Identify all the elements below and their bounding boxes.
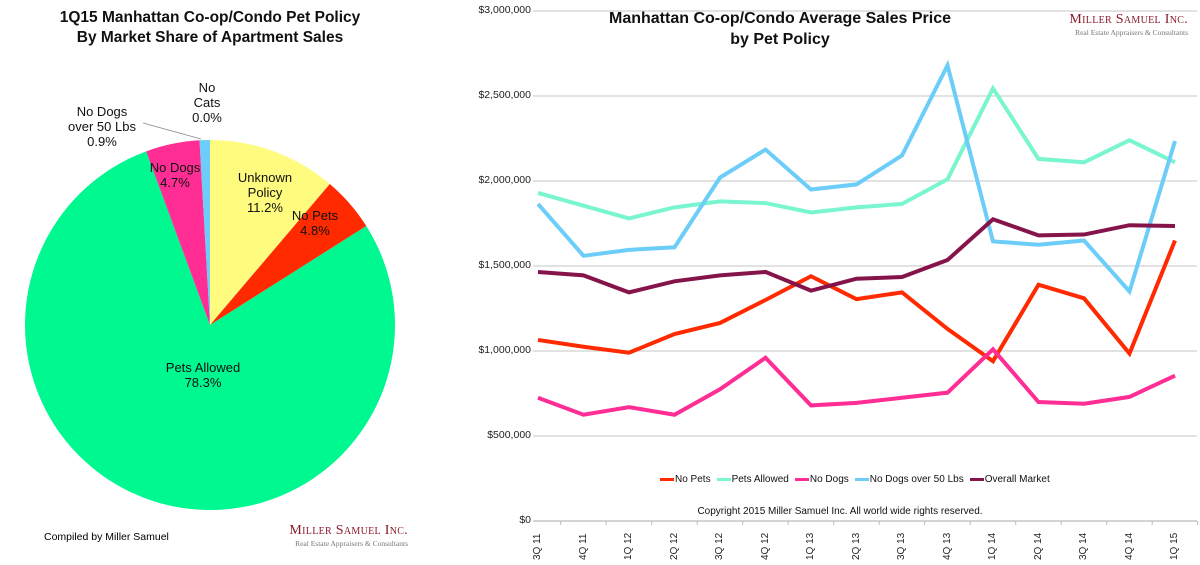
x-tick-label: 4Q 14	[1123, 532, 1135, 560]
legend-item: Pets Allowed	[716, 474, 789, 485]
x-tick-label: 3Q 13	[896, 532, 907, 560]
pie-value-label: 4.7%	[160, 175, 190, 190]
legend-label: Pets Allowed	[731, 474, 789, 485]
legend-item: No Dogs	[794, 474, 849, 485]
pie-label-line: No Dogs	[149, 160, 201, 175]
x-tick-label: 2Q 14	[1032, 532, 1044, 560]
x-tick-label: 4Q 11	[577, 533, 589, 561]
legend-swatch	[969, 477, 984, 481]
x-tick-label: 4Q 12	[759, 532, 771, 560]
y-tick-label: $2,000,000	[478, 174, 531, 186]
series-line-overall-market	[537, 216, 1176, 295]
x-tick-label: 2Q 13	[850, 532, 862, 560]
legend-label: No Dogs over 50 Lbs	[869, 474, 964, 485]
legend-label: No Dogs	[809, 474, 849, 485]
pie-slice-no-pets	[210, 184, 367, 325]
y-tick-label: $500,000	[487, 429, 531, 441]
series-line-no-dogs	[537, 346, 1176, 417]
x-tick-label: 1Q 12	[623, 532, 634, 560]
pie-label-line: No Pets	[291, 208, 339, 223]
legend-item: No Dogs over 50 Lbs	[854, 474, 964, 485]
pie-label-no-dogs: No Dogs 4.7%	[150, 160, 201, 190]
pie-chart	[25, 122, 396, 511]
legend-label: Overall Market	[984, 474, 1050, 485]
pie-chart-title: 1Q15 Manhattan Co-op/Condo Pet Policy By…	[20, 8, 400, 48]
pie-footnote: Compiled by Miller Samuel	[44, 531, 169, 543]
legend-item: No Pets	[660, 474, 711, 485]
line-chart-title: Manhattan Co-op/Condo Average Sales Pric…	[600, 8, 960, 50]
pie-label-no-dogs-over-50-lbs: No Dogs over 50 Lbs 0.9%	[68, 104, 136, 149]
x-tick-label: 2Q 12	[668, 532, 680, 560]
pie-label-line: No	[198, 80, 216, 95]
pie-slice-no-dogs	[146, 140, 210, 325]
leader-line	[142, 122, 202, 140]
pie-value-label: 4.8%	[300, 223, 330, 238]
legend-item: Overall Market	[969, 474, 1050, 485]
y-tick-label: $1,000,000	[478, 344, 531, 356]
logo-right: Miller Samuel Inc. Real Estate Appraisers…	[1069, 12, 1188, 37]
pie-label-line: Pets Allowed	[165, 360, 241, 375]
legend-swatch	[854, 477, 869, 481]
pie-label-line: No Dogs	[76, 104, 128, 119]
x-tick-label: 3Q 14	[1078, 532, 1089, 560]
x-tick-label: 3Q 12	[714, 532, 725, 560]
legend-swatch	[660, 477, 674, 481]
pie-slice-no-dogs-over-50-lbs	[199, 140, 210, 325]
pie-label-line: Cats	[193, 95, 221, 110]
series-line-no-dogs-over-50-lbs	[536, 59, 1177, 296]
pie-label-pets-allowed: Pets Allowed 78.3%	[166, 360, 240, 390]
logo-left: Miller Samuel Inc. Real Estate Appraisers…	[289, 523, 408, 548]
pie-label-line: over 50 Lbs	[68, 119, 136, 134]
legend-label: No Pets	[675, 474, 711, 485]
legend-swatch	[794, 477, 809, 481]
pie-slice-unknown-policy	[210, 140, 330, 325]
pie-label-no-cats: No Cats 0.0%	[192, 80, 222, 125]
line-title-line-2: by Pet Policy	[730, 31, 830, 48]
series-line-no-pets	[537, 239, 1177, 365]
y-tick-label: $2,500,000	[478, 89, 531, 101]
pie-label-no-pets: No Pets 4.8%	[292, 208, 338, 238]
pie-value-label: 78.3%	[184, 375, 222, 390]
x-tick-label: 3Q 11	[532, 533, 543, 561]
line-title-line-1: Manhattan Co-op/Condo Average Sales Pric…	[609, 10, 951, 27]
copyright: Copyright 2015 Miller Samuel Inc. All wo…	[697, 506, 983, 517]
pie-value-label: 11.2%	[247, 200, 283, 215]
pie-title-line-1: 1Q15 Manhattan Co-op/Condo Pet Policy	[59, 9, 361, 26]
pie-slice-pets-allowed	[25, 151, 396, 511]
legend-swatch	[716, 477, 731, 481]
y-tick-label: $0	[519, 514, 531, 526]
pie-value-label: 0.0%	[192, 110, 222, 125]
x-tick-label: 1Q 13	[805, 532, 816, 560]
x-tick-label: 1Q 14	[987, 532, 998, 560]
pie-label-unknown-policy: Unknown Policy 11.2%	[238, 170, 292, 215]
pie-title-line-2: By Market Share of Apartment Sales	[76, 29, 344, 46]
x-tick-label: 1Q 15	[1169, 532, 1180, 560]
series-line-pets-allowed	[537, 84, 1176, 221]
pie-label-line: Policy	[247, 185, 283, 200]
y-tick-label: $1,500,000	[478, 259, 531, 271]
x-tick-label: 4Q 13	[941, 532, 953, 560]
legend: No Pets Pets Allowed No Dogs No Dogs over 5…	[660, 474, 1050, 485]
pie-value-label: 0.9%	[87, 134, 117, 149]
pie-label-line: Unknown	[237, 170, 293, 185]
y-tick-label: $3,000,000	[478, 4, 531, 16]
